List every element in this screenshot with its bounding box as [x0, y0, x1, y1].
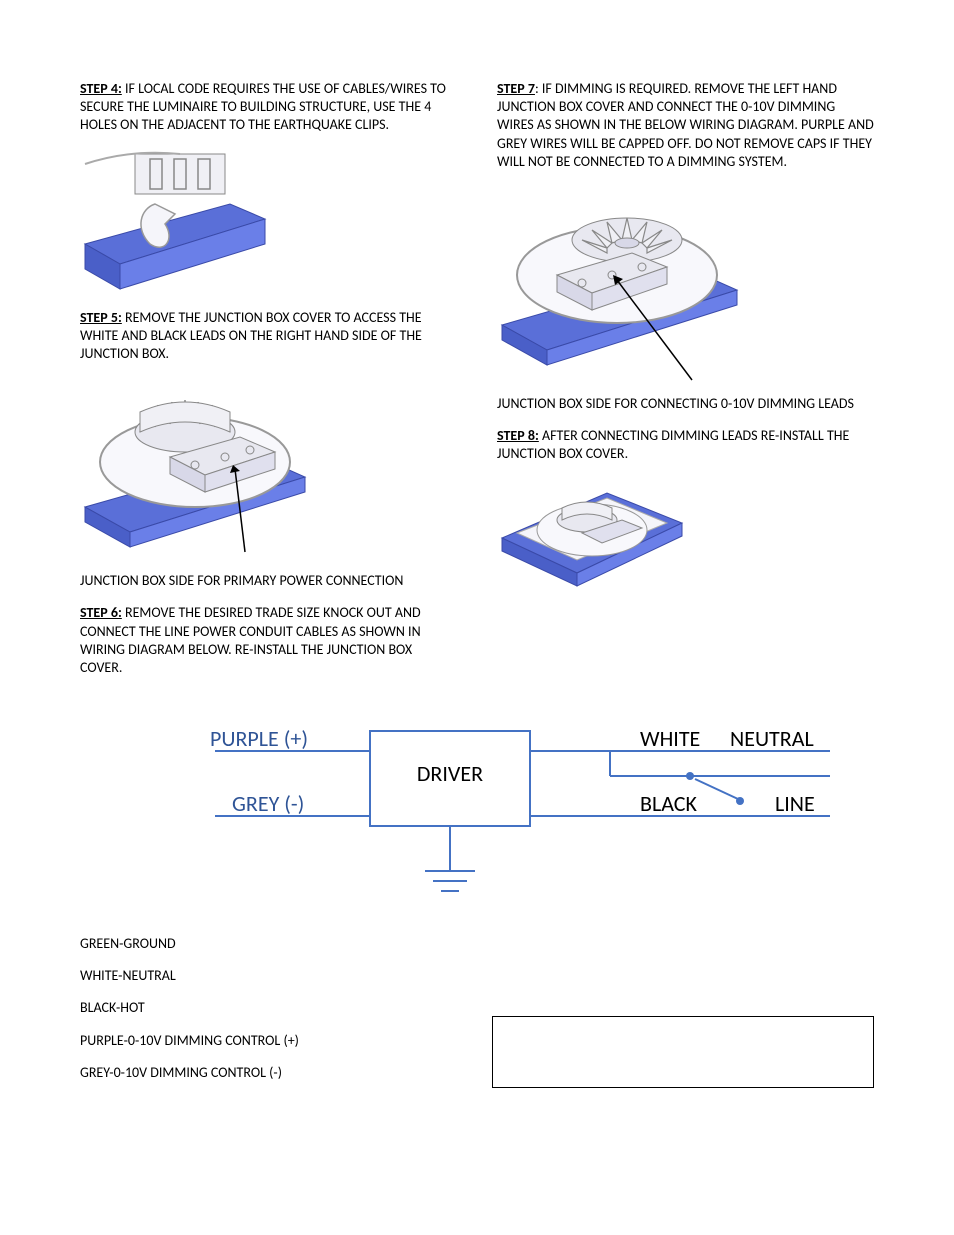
- step7-text: : IF DIMMING IS REQUIRED. REMOVE THE LEF…: [497, 80, 874, 170]
- step4-figure: [80, 149, 457, 303]
- step7-caption: JUNCTION BOX SIDE FOR CONNECTING 0-10V D…: [497, 395, 874, 413]
- wiring-diagram: DRIVER PURPLE (+) GREY (-) WHITE NEUTRAL…: [140, 721, 874, 915]
- wiring-grey-text: GREY (-): [232, 790, 304, 817]
- step8-figure: [497, 478, 874, 602]
- step4-text: IF LOCAL CODE REQUIRES THE USE OF CABLES…: [80, 80, 446, 133]
- legend-black: BLACK-HOT: [80, 999, 874, 1017]
- legend-white: WHITE-NEUTRAL: [80, 967, 874, 985]
- left-column: STEP 4: IF LOCAL CODE REQUIRES THE USE O…: [80, 80, 457, 691]
- right-column: STEP 7: IF DIMMING IS REQUIRED. REMOVE T…: [497, 80, 874, 691]
- step7-figure: [497, 185, 874, 389]
- wiring-driver-text: DRIVER: [417, 760, 483, 787]
- wiring-black-text: BLACK: [640, 790, 698, 817]
- wiring-line-text: LINE: [775, 790, 815, 817]
- wiring-neutral-text: NEUTRAL: [730, 725, 814, 752]
- legend-green: GREEN-GROUND: [80, 935, 874, 953]
- step6-text: REMOVE THE DESIRED TRADE SIZE KNOCK OUT …: [80, 604, 421, 676]
- step8-paragraph: STEP 8: AFTER CONNECTING DIMMING LEADS R…: [497, 427, 874, 463]
- step4-label: STEP 4:: [80, 80, 122, 97]
- wiring-white-text: WHITE: [640, 725, 700, 752]
- step4-paragraph: STEP 4: IF LOCAL CODE REQUIRES THE USE O…: [80, 80, 457, 135]
- step8-text: AFTER CONNECTING DIMMING LEADS RE-INSTAL…: [497, 427, 849, 462]
- step5-caption: JUNCTION BOX SIDE FOR PRIMARY POWER CONN…: [80, 572, 457, 590]
- step6-label: STEP 6:: [80, 604, 122, 621]
- step7-label: STEP 7: [497, 80, 535, 97]
- step5-label: STEP 5:: [80, 309, 122, 326]
- step5-paragraph: STEP 5: REMOVE THE JUNCTION BOX COVER TO…: [80, 309, 457, 364]
- step8-label: STEP 8:: [497, 427, 539, 444]
- empty-box: [492, 1016, 874, 1088]
- step6-paragraph: STEP 6: REMOVE THE DESIRED TRADE SIZE KN…: [80, 604, 457, 677]
- step7-paragraph: STEP 7: IF DIMMING IS REQUIRED. REMOVE T…: [497, 80, 874, 171]
- wiring-purple-text: PURPLE (+): [210, 725, 308, 752]
- step5-figure: [80, 377, 457, 566]
- step5-text: REMOVE THE JUNCTION BOX COVER TO ACCESS …: [80, 309, 422, 362]
